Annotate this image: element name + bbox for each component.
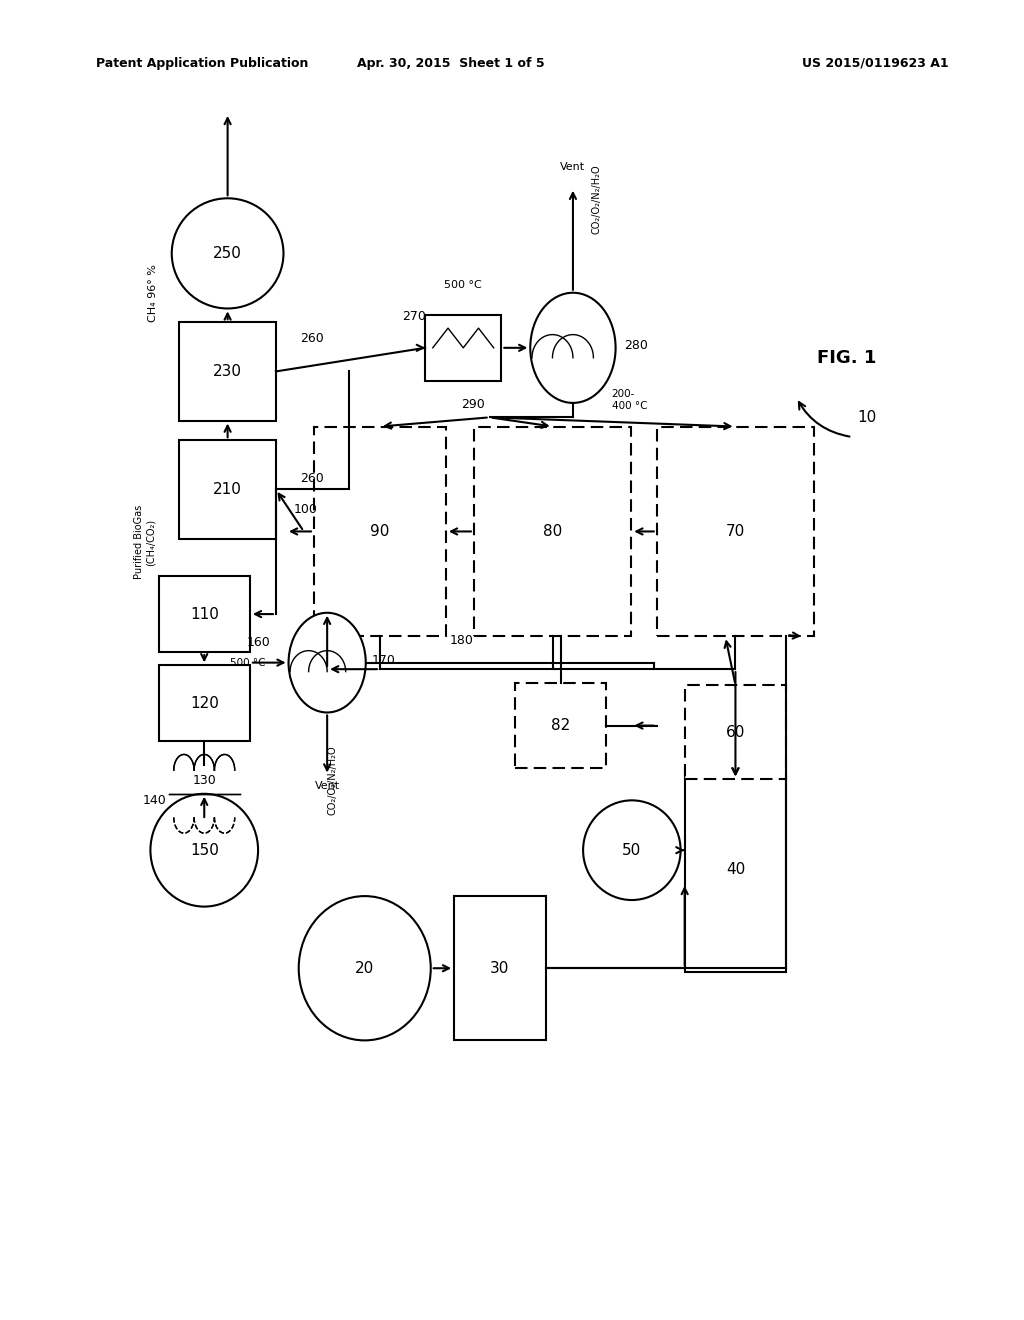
Text: 230: 230: [213, 364, 242, 379]
Bar: [179, 441, 275, 539]
Text: 500 °C: 500 °C: [444, 280, 482, 290]
Text: 150: 150: [189, 842, 219, 858]
Text: 260: 260: [300, 473, 324, 486]
Text: 200-
400 °C: 200- 400 °C: [611, 389, 647, 411]
Text: 80: 80: [543, 524, 562, 539]
Circle shape: [530, 293, 615, 403]
Text: 180: 180: [450, 634, 473, 647]
Text: 60: 60: [726, 725, 745, 739]
Text: 70: 70: [726, 524, 745, 539]
Text: 130: 130: [193, 774, 216, 787]
Text: 140: 140: [143, 793, 167, 807]
Text: Purified BioGas
(CH₄/CO₂): Purified BioGas (CH₄/CO₂): [133, 504, 155, 579]
Bar: [515, 682, 606, 768]
Text: 110: 110: [189, 607, 219, 622]
Bar: [656, 426, 814, 636]
Text: 160: 160: [246, 636, 270, 649]
Ellipse shape: [583, 800, 681, 900]
Text: FIG. 1: FIG. 1: [817, 350, 877, 367]
Text: Patent Application Publication: Patent Application Publication: [95, 57, 308, 70]
Text: 100: 100: [294, 503, 317, 516]
Text: 260: 260: [300, 333, 324, 345]
Text: Apr. 30, 2015  Sheet 1 of 5: Apr. 30, 2015 Sheet 1 of 5: [357, 57, 545, 70]
Ellipse shape: [151, 793, 258, 907]
Text: 50: 50: [623, 842, 641, 858]
Text: 20: 20: [355, 961, 375, 975]
Text: 120: 120: [189, 696, 219, 710]
Bar: [425, 315, 502, 380]
Text: Vent: Vent: [314, 780, 340, 791]
Text: 170: 170: [372, 653, 395, 667]
Bar: [179, 322, 275, 421]
Text: 82: 82: [551, 718, 570, 733]
Bar: [685, 685, 786, 779]
Circle shape: [289, 612, 366, 713]
Text: 250: 250: [213, 246, 242, 261]
Bar: [314, 426, 446, 636]
Text: 210: 210: [213, 482, 242, 498]
Bar: [454, 896, 546, 1040]
Text: CO₂/O₂/N₂/H₂O: CO₂/O₂/N₂/H₂O: [591, 164, 601, 234]
Text: 10: 10: [857, 409, 877, 425]
Text: 290: 290: [462, 397, 485, 411]
Text: US 2015/0119623 A1: US 2015/0119623 A1: [802, 57, 949, 70]
Bar: [159, 665, 250, 742]
Text: 40: 40: [726, 862, 745, 878]
Bar: [685, 768, 786, 972]
Bar: [474, 426, 632, 636]
Bar: [159, 576, 250, 652]
Ellipse shape: [299, 896, 431, 1040]
Text: 30: 30: [490, 961, 510, 975]
Text: 90: 90: [371, 524, 390, 539]
Text: Vent: Vent: [560, 162, 586, 172]
Text: CO₂/O₂/N₂/H₂O: CO₂/O₂/N₂/H₂O: [327, 746, 337, 814]
Text: CH₄ 96° %: CH₄ 96° %: [148, 264, 159, 322]
Text: 270: 270: [401, 310, 426, 323]
Text: 500 °C: 500 °C: [230, 657, 265, 668]
Ellipse shape: [172, 198, 284, 309]
Text: 280: 280: [624, 339, 647, 351]
